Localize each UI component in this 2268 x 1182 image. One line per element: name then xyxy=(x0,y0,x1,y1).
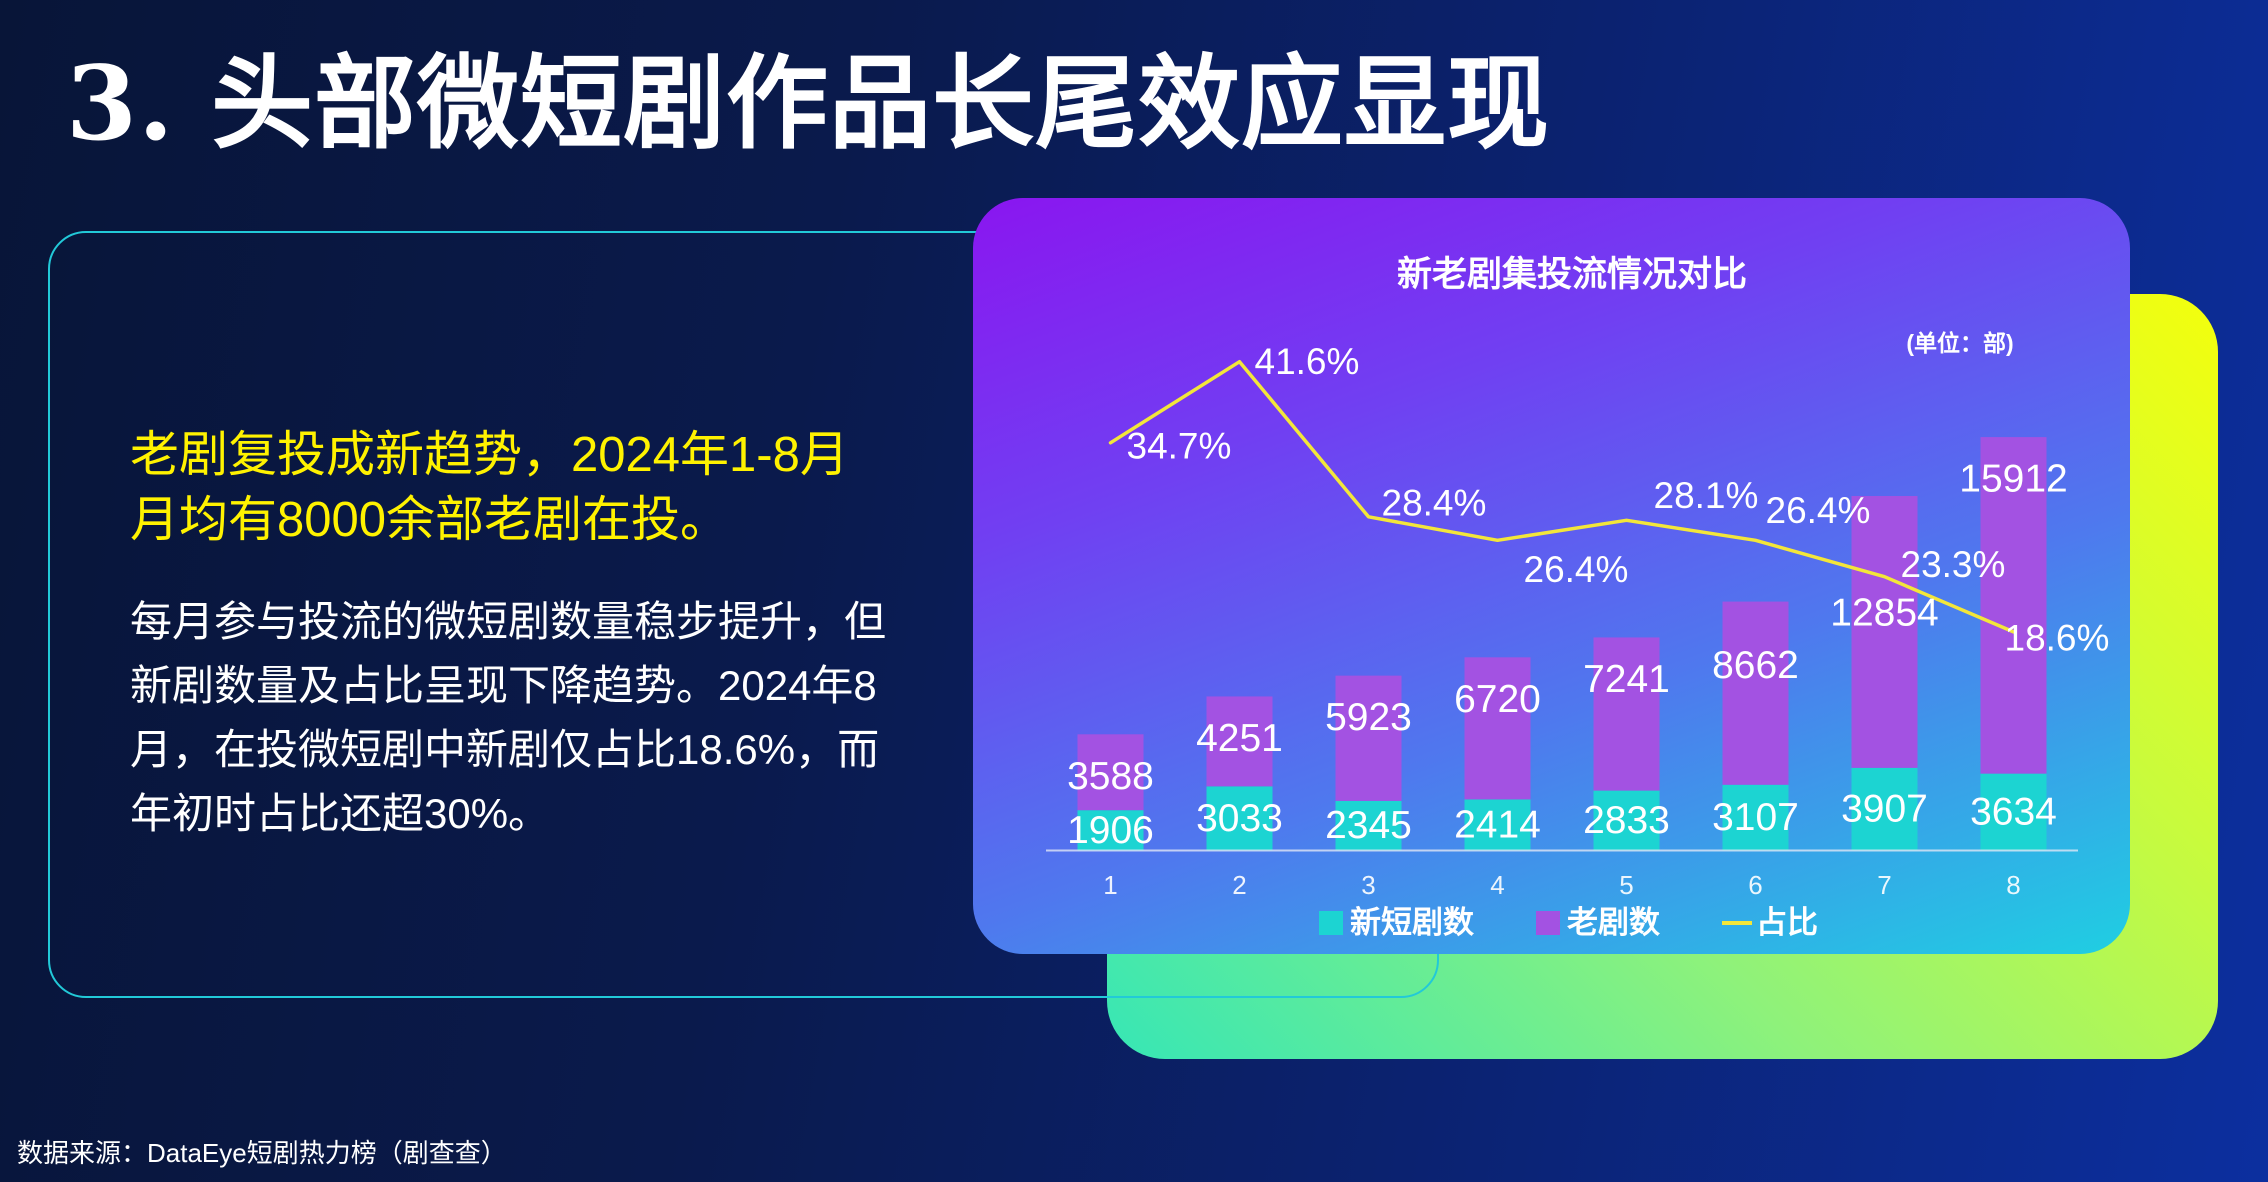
data-label-old-drama: 7241 xyxy=(1583,658,1670,701)
data-label-old-drama: 5923 xyxy=(1325,696,1412,739)
bar-new-drama xyxy=(1077,810,1144,851)
bar-old-drama xyxy=(1722,601,1789,785)
legend-swatch-old-drama xyxy=(1536,911,1560,935)
data-label-share: 41.6% xyxy=(1255,341,1360,382)
data-source-note: 数据来源：DataEye短剧热力榜（剧查查） xyxy=(17,1138,507,1168)
data-label-share: 28.1% xyxy=(1654,475,1759,516)
data-label-new-drama: 3033 xyxy=(1196,797,1283,840)
body-line: 年初时占比还超30%。 xyxy=(130,790,551,837)
highlight-line: 老剧复投成新趋势，2024年1-8月 xyxy=(130,428,849,482)
legend-item-old-drama: 老剧数 xyxy=(1536,903,1660,943)
highlight-line: 月均有8000余部老剧在投。 xyxy=(130,493,730,547)
x-tick-label: 6 xyxy=(1748,870,1762,900)
chart-unit-label: (单位：部) xyxy=(1906,330,2014,356)
data-label-share: 18.6% xyxy=(2005,617,2110,658)
slide-title: 3. 头部微短剧作品长尾效应显现 xyxy=(66,44,1550,164)
x-tick-label: 4 xyxy=(1490,870,1504,900)
data-label-share: 28.4% xyxy=(1382,482,1487,523)
body-line: 月，在投微短剧中新剧仅占比18.6%，而 xyxy=(130,726,880,773)
bar-old-drama xyxy=(1335,675,1402,801)
chart-legend: 新短剧数 老剧数 占比 xyxy=(1319,903,1818,943)
bar-old-drama xyxy=(1206,696,1273,787)
legend-label-old-drama: 老剧数 xyxy=(1567,905,1660,940)
data-label-new-drama: 1906 xyxy=(1067,809,1154,852)
x-tick-label: 7 xyxy=(1877,870,1891,900)
legend-swatch-new-drama xyxy=(1319,911,1343,935)
data-label-share: 34.7% xyxy=(1127,425,1232,466)
legend-item-share: 占比 xyxy=(1722,903,1818,943)
bar-new-drama xyxy=(1206,786,1273,851)
x-tick-label: 1 xyxy=(1103,870,1117,900)
data-label-old-drama: 12854 xyxy=(1830,592,1938,635)
body-line: 新剧数量及占比呈现下降趋势。2024年8 xyxy=(130,662,877,709)
chart-plot: 1906 3588 34.7% 1 3033 4251 41.6% 2 2345 5923 28.4… xyxy=(1046,341,2110,900)
x-tick-label: 3 xyxy=(1361,870,1375,900)
data-label-old-drama: 6720 xyxy=(1454,678,1541,721)
data-label-share: 26.4% xyxy=(1766,490,1871,531)
highlight-text: 老剧复投成新趋势，2024年1-8月 月均有8000余部老剧在投。 xyxy=(130,423,849,553)
bar-new-drama xyxy=(1722,784,1789,851)
bar-new-drama xyxy=(1980,773,2047,851)
bar-old-drama xyxy=(1593,637,1660,791)
chart-panel: 1906 3588 34.7% 1 3033 4251 41.6% 2 2345 5923 28.4… xyxy=(973,198,2130,954)
data-label-new-drama: 2414 xyxy=(1454,803,1541,846)
bar-new-drama xyxy=(1851,767,1918,851)
summary-box: 老剧复投成新趋势，2024年1-8月 月均有8000余部老剧在投。 每月参与投流… xyxy=(48,231,1439,998)
legend-item-new-drama: 新短剧数 xyxy=(1319,903,1474,943)
x-tick-label: 5 xyxy=(1619,870,1633,900)
body-line: 每月参与投流的微短剧数量稳步提升，但 xyxy=(130,598,887,645)
chart-title: 新老剧集投流情况对比 xyxy=(1396,255,1747,294)
share-line xyxy=(1108,359,2016,634)
x-tick-label: 2 xyxy=(1232,870,1246,900)
data-label-new-drama: 2833 xyxy=(1583,799,1670,842)
legend-swatch-share xyxy=(1722,921,1752,925)
bar-old-drama xyxy=(1851,496,1918,768)
bar-new-drama xyxy=(1335,800,1402,851)
data-label-new-drama: 3907 xyxy=(1841,788,1928,831)
data-label-old-drama: 4251 xyxy=(1196,717,1283,760)
data-label-share: 23.3% xyxy=(1901,544,2006,585)
bar-new-drama xyxy=(1593,790,1660,851)
data-label-share: 26.4% xyxy=(1524,549,1629,590)
bar-old-drama xyxy=(1464,657,1531,800)
data-label-old-drama: 8662 xyxy=(1712,644,1799,687)
bar-old-drama xyxy=(1077,734,1144,811)
data-label-old-drama: 3588 xyxy=(1067,755,1154,798)
bar-new-drama xyxy=(1464,799,1531,851)
x-tick-label: 8 xyxy=(2006,870,2020,900)
data-label-new-drama: 3634 xyxy=(1970,791,2057,834)
bar-old-drama xyxy=(1980,437,2047,774)
data-label-old-drama: 15912 xyxy=(1959,458,2067,501)
data-label-new-drama: 3107 xyxy=(1712,796,1799,839)
data-label-new-drama: 2345 xyxy=(1325,804,1412,847)
legend-label-share: 占比 xyxy=(1756,905,1818,940)
body-text: 每月参与投流的微短剧数量稳步提升，但 新剧数量及占比呈现下降趋势。2024年8 … xyxy=(130,590,886,846)
legend-label-new-drama: 新短剧数 xyxy=(1350,905,1474,940)
